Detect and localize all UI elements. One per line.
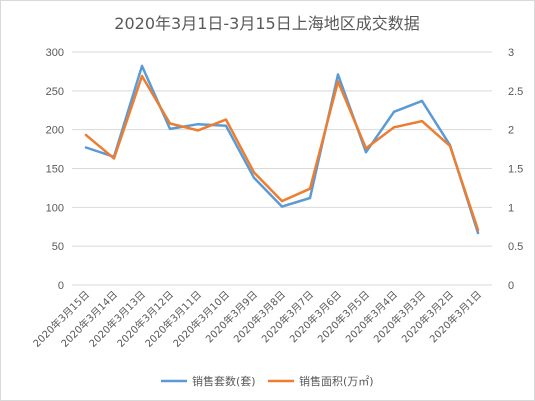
- data-point: [476, 231, 480, 235]
- left-axis-tick-label: 50: [52, 241, 64, 253]
- left-axis-tick-label: 250: [46, 86, 64, 98]
- data-point: [252, 171, 256, 174]
- data-point: [168, 122, 172, 125]
- data-point: [392, 126, 396, 129]
- data-point: [84, 146, 88, 149]
- left-axis-tick-label: 100: [46, 202, 64, 214]
- right-axis-tick-label: 2.5: [508, 86, 523, 98]
- data-point: [420, 119, 424, 123]
- data-point: [308, 196, 312, 200]
- left-axis-tick-label: 0: [58, 280, 64, 292]
- right-axis-tick-label: 0: [508, 280, 514, 292]
- legend-label: 销售面积(万㎡): [299, 374, 374, 388]
- left-axis-tick-label: 150: [46, 164, 64, 176]
- data-point: [224, 118, 228, 121]
- data-point: [476, 228, 480, 232]
- legend-label: 销售套数(套): [192, 374, 256, 388]
- data-point: [168, 127, 172, 131]
- data-point: [392, 110, 396, 114]
- left-axis-tick-label: 200: [46, 125, 64, 137]
- data-point: [364, 150, 368, 154]
- right-axis-tick-label: 2: [508, 125, 514, 137]
- data-point: [252, 176, 256, 180]
- right-axis-tick-label: 1: [508, 202, 514, 214]
- data-point: [420, 99, 424, 103]
- data-point: [448, 144, 452, 148]
- data-point: [84, 133, 88, 137]
- data-point: [140, 64, 144, 68]
- right-axis-tick-label: 1.5: [508, 164, 523, 176]
- chart-title: 2020年3月1日-3月15日上海地区成交数据: [114, 14, 419, 33]
- data-point: [308, 187, 312, 190]
- data-point: [280, 205, 284, 208]
- data-point: [224, 124, 228, 127]
- data-point: [140, 74, 144, 78]
- data-point: [364, 147, 368, 150]
- data-point: [336, 73, 340, 76]
- data-point: [336, 80, 340, 83]
- right-axis-tick-label: 0.5: [508, 241, 523, 253]
- data-point: [112, 157, 116, 160]
- left-axis-tick-label: 300: [46, 47, 64, 59]
- data-point: [196, 123, 200, 126]
- right-axis-tick-label: 3: [508, 47, 514, 59]
- data-point: [280, 199, 284, 203]
- data-point: [196, 129, 200, 132]
